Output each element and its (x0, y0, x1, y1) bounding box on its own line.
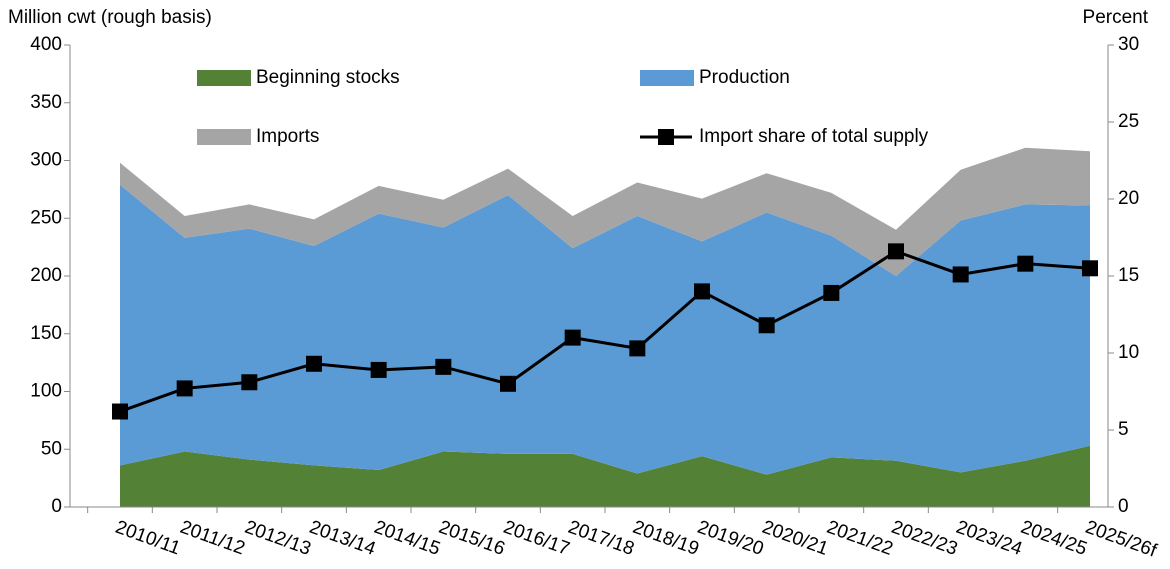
legend-swatch (197, 70, 251, 86)
x-tick-label: 2020/21 (759, 517, 831, 560)
marker (500, 375, 516, 392)
y-tick-label: 250 (30, 207, 62, 228)
area (120, 445, 1090, 507)
marker (952, 266, 969, 283)
marker (1082, 260, 1098, 277)
x-tick-label: 2017/18 (565, 517, 637, 560)
y2-tick-label: 10 (1118, 342, 1139, 363)
x-tick-label: 2025/26f (1083, 517, 1160, 562)
y2-tick-label: 25 (1118, 111, 1139, 132)
legend-label: Beginning stocks (256, 67, 400, 88)
y-tick-label: 200 (30, 265, 62, 286)
x-tick-label: 2023/24 (953, 517, 1025, 560)
y-tick-label: 100 (30, 381, 62, 402)
x-tick-label: 2019/20 (695, 517, 767, 560)
y-tick-label: 150 (30, 323, 62, 344)
x-tick-label: 2012/13 (242, 517, 314, 560)
y2-tick-label: 0 (1118, 496, 1129, 517)
x-tick-label: 2021/22 (824, 517, 896, 560)
marker (241, 374, 258, 391)
area (120, 147, 1090, 276)
x-tick-label: 2015/16 (436, 517, 508, 560)
marker (823, 284, 840, 301)
marker (306, 355, 322, 372)
y-axis-title: Million cwt (rough basis) (8, 7, 212, 28)
x-tick-label: 2013/14 (307, 517, 379, 560)
y2-axis-title: Percent (1083, 7, 1149, 28)
y-tick-label: 0 (51, 496, 62, 517)
y2-tick-label: 20 (1118, 188, 1139, 209)
y2-tick-label: 15 (1118, 265, 1139, 286)
x-tick-label: 2024/25 (1018, 517, 1090, 560)
legend-swatch (640, 70, 694, 86)
x-tick-label: 2011/12 (177, 517, 247, 560)
x-tick-label: 2022/23 (889, 517, 961, 560)
y-tick-label: 350 (30, 92, 62, 113)
marker (564, 329, 581, 346)
y2-tick-label: 30 (1118, 34, 1139, 55)
x-tick-label: 2018/19 (630, 517, 702, 560)
y-tick-label: 300 (30, 150, 62, 171)
legend-label: Import share of total supply (699, 126, 929, 147)
y2-tick-label: 5 (1118, 419, 1129, 440)
marker (112, 403, 128, 420)
legend-swatch (197, 129, 251, 145)
legend-label: Imports (256, 126, 319, 147)
legend-label: Production (699, 67, 790, 88)
legend-marker (658, 129, 674, 145)
area (120, 184, 1090, 475)
marker (176, 380, 193, 397)
marker (629, 340, 646, 357)
line (119, 249, 1091, 413)
marker (888, 243, 904, 260)
y-tick-label: 50 (41, 438, 62, 459)
marker (694, 283, 710, 300)
y-tick-label: 400 (30, 34, 62, 55)
marker (1017, 255, 1034, 272)
x-tick-label: 2014/15 (371, 517, 443, 560)
marker (758, 317, 775, 334)
marker (435, 358, 452, 375)
x-tick-label: 2010/11 (113, 517, 183, 560)
marker (370, 361, 387, 378)
x-tick-label: 2016/17 (501, 517, 573, 560)
